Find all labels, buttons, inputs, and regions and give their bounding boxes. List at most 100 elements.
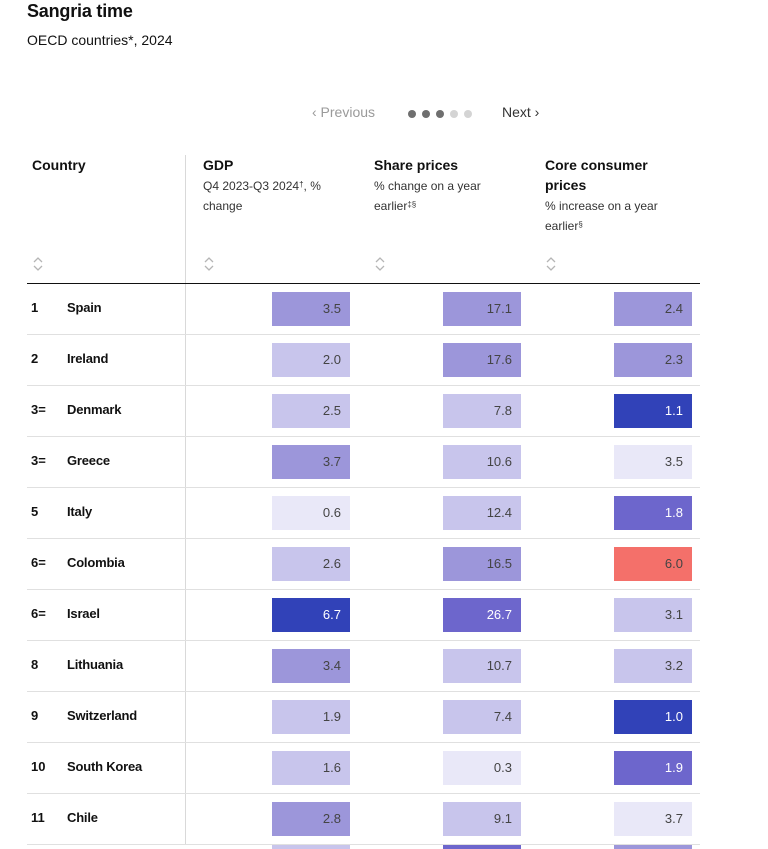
table-row-partial [27, 845, 700, 849]
core-prices-cell: 2.3 [614, 343, 692, 377]
share-prices-cell: 12.4 [443, 496, 521, 530]
table-row: 3= Denmark 2.5 7.8 1.1 [27, 386, 700, 437]
column-divider [185, 539, 186, 589]
share-prices-cell: 0.3 [443, 751, 521, 785]
core-prices-cell: 3.1 [614, 598, 692, 632]
rank: 6= [31, 555, 46, 570]
share-prices-cell [443, 845, 521, 849]
table-row: 11 Chile 2.8 9.1 3.7 [27, 794, 700, 845]
page-dot[interactable] [408, 110, 416, 118]
rank: 3= [31, 453, 46, 468]
chart-subtitle: OECD countries*, 2024 [27, 32, 173, 48]
share-prices-cell: 26.7 [443, 598, 521, 632]
country-name: Chile [67, 810, 98, 825]
page-dot-current[interactable] [436, 110, 444, 118]
column-divider [185, 437, 186, 487]
column-title: Country [32, 157, 86, 173]
next-button[interactable]: Next › [502, 104, 540, 120]
page-dot[interactable] [422, 110, 430, 118]
rank: 5 [31, 504, 39, 519]
column-divider [185, 641, 186, 691]
table-row: 10 South Korea 1.6 0.3 1.9 [27, 743, 700, 794]
core-prices-cell: 2.4 [614, 292, 692, 326]
rank: 3= [31, 402, 46, 417]
page-dot[interactable] [450, 110, 458, 118]
column-divider [185, 386, 186, 436]
share-prices-cell: 17.1 [443, 292, 521, 326]
column-divider [185, 155, 186, 283]
pagination: ‹ Previous Next › [0, 104, 768, 126]
share-prices-cell: 7.4 [443, 700, 521, 734]
footnote-mark: § [578, 220, 583, 229]
rank: 2 [31, 351, 39, 366]
page-dot[interactable] [464, 110, 472, 118]
sort-icon[interactable] [32, 255, 44, 273]
core-prices-cell: 3.2 [614, 649, 692, 683]
gdp-cell: 3.4 [272, 649, 350, 683]
column-divider [185, 335, 186, 385]
rank: 11 [31, 810, 45, 825]
column-divider [185, 743, 186, 793]
column-divider [185, 794, 186, 844]
rank: 10 [31, 759, 46, 774]
previous-button[interactable]: ‹ Previous [312, 104, 376, 120]
country-name: Spain [67, 300, 102, 315]
share-prices-cell: 10.6 [443, 445, 521, 479]
core-prices-cell: 1.9 [614, 751, 692, 785]
rank: 1 [31, 300, 39, 315]
column-divider [185, 590, 186, 640]
gdp-cell: 3.7 [272, 445, 350, 479]
country-name: Lithuania [67, 657, 123, 672]
core-prices-cell: 3.7 [614, 802, 692, 836]
gdp-cell: 1.9 [272, 700, 350, 734]
page-dots [408, 110, 472, 118]
core-prices-cell: 6.0 [614, 547, 692, 581]
country-name: Greece [67, 453, 110, 468]
column-divider [185, 692, 186, 742]
column-header-gdp[interactable]: GDP Q4 2023-Q3 2024†, % change [203, 155, 353, 216]
rank: 8 [31, 657, 39, 672]
core-prices-cell: 1.8 [614, 496, 692, 530]
column-title: GDP [203, 157, 234, 173]
share-prices-cell: 9.1 [443, 802, 521, 836]
table-row: 6= Israel 6.7 26.7 3.1 [27, 590, 700, 641]
country-name: South Korea [67, 759, 143, 774]
rank: 6= [31, 606, 46, 621]
country-name: Israel [67, 606, 100, 621]
footnote-mark: † [299, 180, 304, 189]
table-row: 2 Ireland 2.0 17.6 2.3 [27, 335, 700, 386]
gdp-cell: 0.6 [272, 496, 350, 530]
footnote-mark: ‡§ [407, 200, 417, 209]
gdp-cell: 6.7 [272, 598, 350, 632]
column-header-core-prices[interactable]: Core consumer prices % increase on a yea… [545, 155, 675, 236]
sort-icon[interactable] [203, 255, 215, 273]
country-name: Switzerland [67, 708, 138, 723]
gdp-cell: 2.8 [272, 802, 350, 836]
core-prices-cell: 1.1 [614, 394, 692, 428]
column-subtitle: % increase on a year earlier§ [545, 199, 658, 233]
rank: 9 [31, 708, 39, 723]
column-divider [185, 488, 186, 538]
gdp-cell: 1.6 [272, 751, 350, 785]
table-row: 5 Italy 0.6 12.4 1.8 [27, 488, 700, 539]
column-header-country[interactable]: Country [32, 155, 172, 175]
chart-title: Sangria time [27, 1, 133, 21]
table-row: 3= Greece 3.7 10.6 3.5 [27, 437, 700, 488]
column-subtitle: Q4 2023-Q3 2024†, % change [203, 179, 321, 213]
sort-icon[interactable] [545, 255, 557, 273]
table-body: 1 Spain 3.5 17.1 2.4 2 Ireland 2.0 17.6 2.3 3= Denm… [27, 284, 700, 845]
column-divider [185, 284, 186, 334]
country-name: Ireland [67, 351, 109, 366]
table-row: 1 Spain 3.5 17.1 2.4 [27, 284, 700, 335]
column-title: Core consumer prices [545, 157, 648, 193]
core-prices-cell [614, 845, 692, 849]
column-subtitle: % change on a year earlier‡§ [374, 179, 481, 213]
gdp-cell: 2.0 [272, 343, 350, 377]
gdp-cell [272, 845, 350, 849]
share-prices-cell: 10.7 [443, 649, 521, 683]
column-header-share-prices[interactable]: Share prices % change on a year earlier‡… [374, 155, 499, 216]
core-prices-cell: 1.0 [614, 700, 692, 734]
table-row: 8 Lithuania 3.4 10.7 3.2 [27, 641, 700, 692]
sort-icon[interactable] [374, 255, 386, 273]
country-name: Denmark [67, 402, 122, 417]
